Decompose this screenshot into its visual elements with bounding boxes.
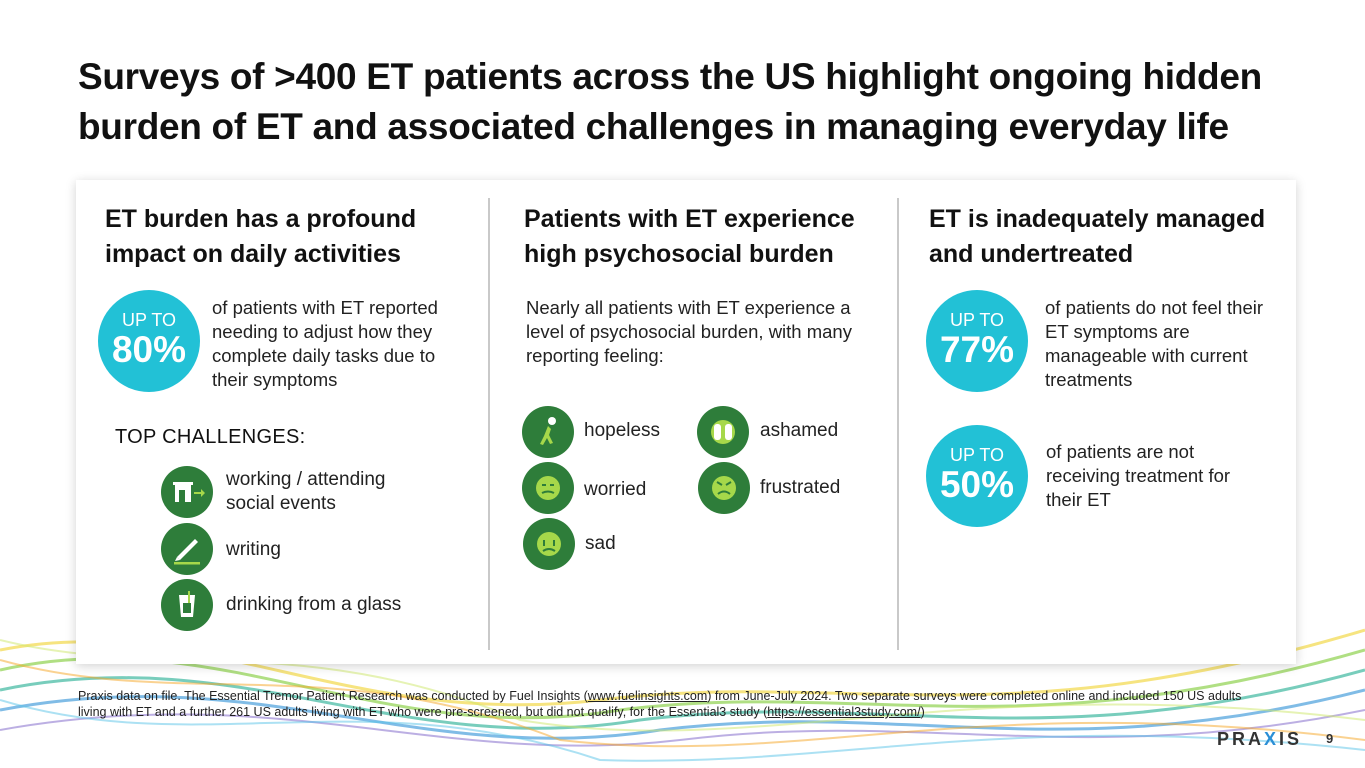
top-challenges-heading: TOP CHALLENGES: xyxy=(115,426,306,448)
sad-face-icon xyxy=(523,518,575,570)
worried-face-icon xyxy=(522,462,574,514)
challenge-label-3: drinking from a glass xyxy=(226,594,402,615)
column-divider-2 xyxy=(897,198,899,650)
stat-value: 77% xyxy=(939,329,1015,370)
page-title: Surveys of >400 ET patients across the U… xyxy=(78,56,1262,147)
feeling-label-ashamed: ashamed xyxy=(760,420,839,441)
col3-heading: ET is inadequately managed and undertrea… xyxy=(929,205,1266,268)
feeling-label-frustrated: frustrated xyxy=(760,477,841,498)
col2-heading: Patients with ET experience high psychos… xyxy=(524,205,855,268)
logo-text-1: PRA xyxy=(1217,729,1265,749)
challenge-label-2: writing xyxy=(226,539,281,560)
stat-circle-80: UP TO 80% xyxy=(98,290,200,392)
footnote: Praxis data on file. The Essential Tremo… xyxy=(78,688,1258,720)
stat-upto: UP TO xyxy=(121,310,177,330)
col1-heading: ET burden has a profound impact on daily… xyxy=(105,205,417,268)
stat-upto: UP TO xyxy=(949,445,1005,465)
covered-face-icon xyxy=(697,406,749,458)
footnote-text-3: ) xyxy=(920,705,925,719)
stat-circle-77: UP TO 77% xyxy=(926,290,1028,392)
col2-intro: Nearly all patients with ET experience a… xyxy=(526,297,852,366)
footnote-text-2: ) from June-July 2024. Two separate surv… xyxy=(78,689,1242,719)
footnote-text-1: Praxis data on file. The Essential Tremo… xyxy=(78,689,588,703)
stat-value: 80% xyxy=(111,329,187,370)
frustrated-face-icon xyxy=(698,462,750,514)
feeling-label-worried: worried xyxy=(584,479,647,500)
col3-stat-text-2: of patients are not receiving treatment … xyxy=(1046,441,1231,510)
challenge-label-1: working / attending social events xyxy=(226,469,386,514)
col1-stat-text: of patients with ET reported needing to … xyxy=(212,297,438,390)
glass-icon xyxy=(161,579,213,631)
footnote-link-essential3[interactable]: https://essential3study.com/ xyxy=(767,705,921,719)
logo-x: X xyxy=(1264,729,1280,749)
pen-icon xyxy=(161,523,213,575)
footnote-link-fuelinsights[interactable]: www.fuelinsights.com xyxy=(587,689,708,703)
logo-text-2: IS xyxy=(1279,729,1303,749)
feeling-label-hopeless: hopeless xyxy=(584,420,661,441)
column-divider-1 xyxy=(488,198,490,650)
stat-upto: UP TO xyxy=(949,310,1005,330)
stat-value: 50% xyxy=(939,464,1015,505)
col3-stat-text-1: of patients do not feel their ET symptom… xyxy=(1045,297,1264,390)
praxis-logo: PRAXIS xyxy=(1217,729,1302,750)
hunched-person-icon xyxy=(522,406,574,458)
building-exit-icon xyxy=(161,466,213,518)
content-card: ET burden has a profound impact on daily… xyxy=(76,180,1296,664)
stat-circle-50: UP TO 50% xyxy=(926,425,1028,527)
page-number: 9 xyxy=(1326,731,1334,746)
feeling-label-sad: sad xyxy=(585,533,616,554)
